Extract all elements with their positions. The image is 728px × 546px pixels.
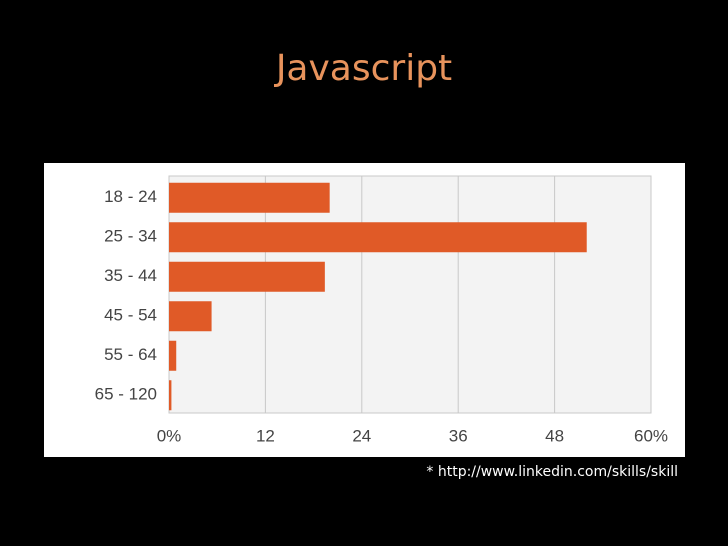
x-tick-label: 36: [449, 426, 468, 445]
slide-title: Javascript: [274, 48, 452, 89]
plot-area: [168, 175, 652, 414]
y-tick-label: 18 - 24: [104, 187, 157, 206]
bar: [169, 301, 212, 332]
x-tick-label: 60%: [634, 426, 668, 445]
y-tick-label: 35 - 44: [104, 266, 157, 285]
x-tick-label: 48: [545, 426, 564, 445]
y-tick-label: 55 - 64: [104, 345, 157, 364]
bar: [169, 340, 177, 371]
y-tick-label: 65 - 120: [95, 385, 157, 404]
x-tick-label: 12: [256, 426, 275, 445]
y-tick-label: 25 - 34: [104, 227, 157, 246]
bar: [169, 182, 330, 213]
bar: [169, 380, 172, 411]
bar: [169, 222, 587, 253]
source-note: * http://www.linkedin.com/skills/skill: [426, 464, 678, 480]
x-tick-label: 24: [352, 426, 371, 445]
bar: [169, 261, 325, 292]
x-tick-label: 0%: [157, 426, 182, 445]
y-tick-label: 45 - 54: [104, 306, 157, 325]
